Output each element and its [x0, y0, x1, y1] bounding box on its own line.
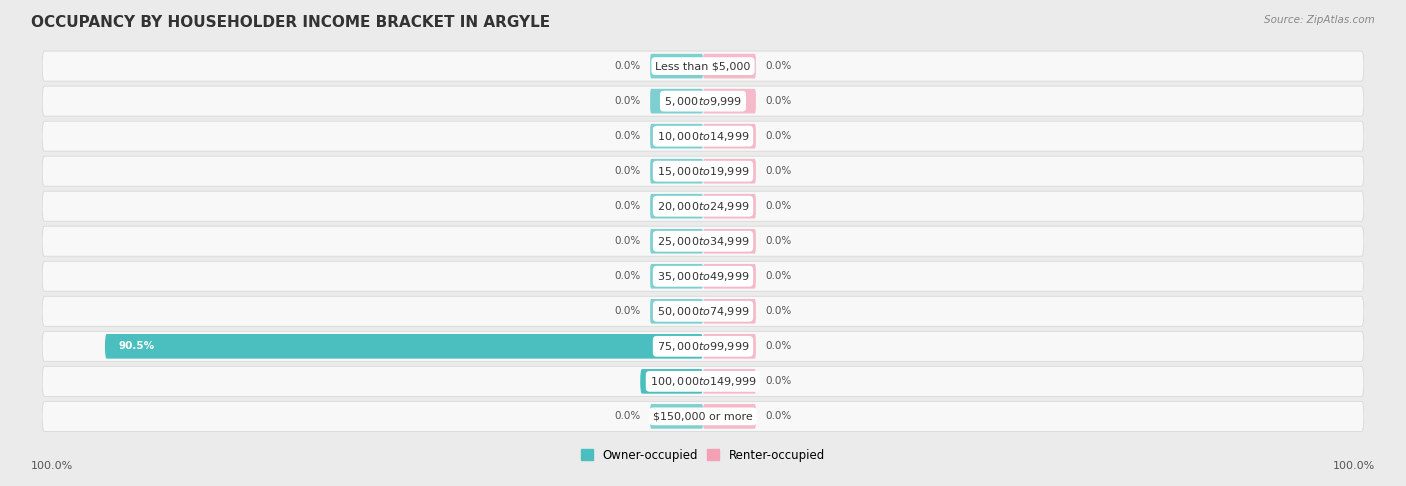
FancyBboxPatch shape [650, 299, 703, 324]
Text: 0.0%: 0.0% [614, 166, 640, 176]
Text: $15,000 to $19,999: $15,000 to $19,999 [657, 165, 749, 178]
Text: 0.0%: 0.0% [614, 271, 640, 281]
Text: 0.0%: 0.0% [766, 201, 792, 211]
FancyBboxPatch shape [650, 89, 703, 113]
Text: $20,000 to $24,999: $20,000 to $24,999 [657, 200, 749, 213]
Text: 0.0%: 0.0% [766, 341, 792, 351]
FancyBboxPatch shape [650, 404, 703, 429]
Text: 0.0%: 0.0% [614, 96, 640, 106]
FancyBboxPatch shape [703, 124, 756, 149]
FancyBboxPatch shape [703, 229, 756, 254]
FancyBboxPatch shape [42, 331, 1364, 362]
FancyBboxPatch shape [42, 156, 1364, 186]
Text: 0.0%: 0.0% [614, 131, 640, 141]
FancyBboxPatch shape [703, 194, 756, 219]
Text: Less than $5,000: Less than $5,000 [655, 61, 751, 71]
Text: 90.5%: 90.5% [118, 341, 155, 351]
Text: 0.0%: 0.0% [766, 306, 792, 316]
FancyBboxPatch shape [650, 264, 703, 289]
Text: $75,000 to $99,999: $75,000 to $99,999 [657, 340, 749, 353]
Text: 0.0%: 0.0% [766, 61, 792, 71]
FancyBboxPatch shape [703, 264, 756, 289]
FancyBboxPatch shape [703, 404, 756, 429]
Text: 100.0%: 100.0% [1333, 461, 1375, 471]
Text: $25,000 to $34,999: $25,000 to $34,999 [657, 235, 749, 248]
FancyBboxPatch shape [703, 89, 756, 113]
Text: 0.0%: 0.0% [614, 61, 640, 71]
Text: 0.0%: 0.0% [766, 96, 792, 106]
FancyBboxPatch shape [650, 194, 703, 219]
FancyBboxPatch shape [650, 54, 703, 78]
Text: $50,000 to $74,999: $50,000 to $74,999 [657, 305, 749, 318]
FancyBboxPatch shape [42, 366, 1364, 397]
FancyBboxPatch shape [42, 191, 1364, 221]
Text: $100,000 to $149,999: $100,000 to $149,999 [650, 375, 756, 388]
Text: 0.0%: 0.0% [766, 271, 792, 281]
FancyBboxPatch shape [42, 86, 1364, 116]
FancyBboxPatch shape [42, 121, 1364, 151]
FancyBboxPatch shape [640, 369, 703, 394]
Text: OCCUPANCY BY HOUSEHOLDER INCOME BRACKET IN ARGYLE: OCCUPANCY BY HOUSEHOLDER INCOME BRACKET … [31, 15, 550, 30]
FancyBboxPatch shape [703, 369, 756, 394]
FancyBboxPatch shape [42, 51, 1364, 81]
FancyBboxPatch shape [703, 334, 756, 359]
Text: $5,000 to $9,999: $5,000 to $9,999 [664, 95, 742, 107]
Text: 0.0%: 0.0% [614, 201, 640, 211]
FancyBboxPatch shape [703, 299, 756, 324]
Text: $150,000 or more: $150,000 or more [654, 411, 752, 421]
FancyBboxPatch shape [650, 159, 703, 184]
FancyBboxPatch shape [42, 261, 1364, 291]
Text: 0.0%: 0.0% [614, 236, 640, 246]
Text: $35,000 to $49,999: $35,000 to $49,999 [657, 270, 749, 283]
Text: 0.0%: 0.0% [766, 131, 792, 141]
Text: $10,000 to $14,999: $10,000 to $14,999 [657, 130, 749, 143]
FancyBboxPatch shape [42, 401, 1364, 432]
Text: 100.0%: 100.0% [31, 461, 73, 471]
FancyBboxPatch shape [703, 159, 756, 184]
FancyBboxPatch shape [650, 124, 703, 149]
FancyBboxPatch shape [703, 54, 756, 78]
Text: 0.0%: 0.0% [614, 306, 640, 316]
Text: 0.0%: 0.0% [766, 166, 792, 176]
Text: 0.0%: 0.0% [614, 411, 640, 421]
Text: Source: ZipAtlas.com: Source: ZipAtlas.com [1264, 15, 1375, 25]
FancyBboxPatch shape [650, 229, 703, 254]
Legend: Owner-occupied, Renter-occupied: Owner-occupied, Renter-occupied [576, 444, 830, 467]
FancyBboxPatch shape [42, 226, 1364, 256]
Text: 0.0%: 0.0% [766, 376, 792, 386]
FancyBboxPatch shape [42, 296, 1364, 326]
Text: 0.0%: 0.0% [766, 411, 792, 421]
FancyBboxPatch shape [105, 334, 703, 359]
Text: 9.5%: 9.5% [654, 376, 682, 386]
Text: 0.0%: 0.0% [766, 236, 792, 246]
